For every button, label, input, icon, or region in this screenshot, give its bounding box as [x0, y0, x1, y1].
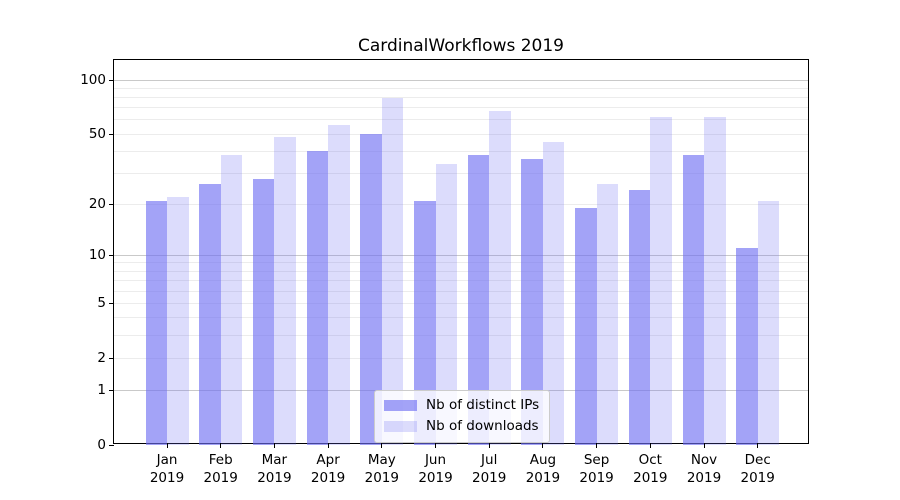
- x-tick-mark-mar: [273, 443, 275, 448]
- x-tick-label-jan: Jan 2019: [149, 452, 185, 486]
- y-tick-label-5: 5: [97, 294, 106, 311]
- x-tick-label-nov: Nov 2019: [686, 452, 722, 486]
- x-tick-mark-nov: [703, 443, 705, 448]
- y-tick-label-0: 0: [97, 436, 106, 453]
- y-tick-label-10: 10: [88, 246, 106, 263]
- x-tick-label-apr: Apr 2019: [310, 452, 346, 486]
- bar-nb-of-distinct-ips-apr: [306, 151, 329, 445]
- y-tick-mark-100: [109, 79, 114, 81]
- x-tick-label-jul: Jul 2019: [472, 452, 507, 486]
- legend-label-nb-of-downloads: Nb of downloads: [426, 418, 539, 434]
- bar-nb-of-distinct-ips-mar: [252, 178, 275, 445]
- y-tick-label-2: 2: [97, 349, 106, 366]
- bar-nb-of-downloads-dec: [757, 200, 780, 445]
- bar-nb-of-downloads-jul: [489, 111, 511, 445]
- gridline-y-20: [114, 203, 808, 205]
- bar-nb-of-distinct-ips-may: [360, 134, 382, 445]
- bar-nb-of-downloads-nov: [704, 117, 726, 445]
- legend-swatch-nb-of-distinct-ips: [384, 400, 417, 411]
- x-tick-label-mar: Mar 2019: [257, 452, 292, 486]
- y-tick-label-100: 100: [80, 71, 106, 88]
- x-tick-label-feb: Feb 2019: [203, 452, 238, 486]
- bar-nb-of-distinct-ips-jun: [414, 200, 436, 445]
- legend-item-nb-of-downloads: Nb of downloads: [384, 419, 539, 434]
- bar-nb-of-downloads-jun: [435, 163, 457, 445]
- gridline-y-90: [114, 87, 808, 89]
- x-tick-mark-jan: [166, 443, 168, 448]
- x-tick-mark-feb: [220, 443, 222, 448]
- bar-nb-of-distinct-ips-aug: [521, 159, 543, 445]
- bar-nb-of-downloads-may: [381, 98, 404, 445]
- legend-item-nb-of-distinct-ips: Nb of distinct IPs: [384, 398, 539, 413]
- x-tick-mark-sep: [596, 443, 598, 448]
- bar-nb-of-downloads-sep: [596, 184, 619, 445]
- gridline-y-2: [114, 357, 808, 359]
- y-tick-mark-1: [109, 389, 114, 391]
- gridline-y-10: [114, 254, 808, 256]
- gridline-y-4: [114, 317, 808, 319]
- gridline-y-6: [114, 290, 808, 292]
- bar-nb-of-downloads-mar: [274, 137, 296, 445]
- x-tick-label-dec: Dec 2019: [740, 452, 775, 486]
- gridline-y-9: [114, 262, 808, 264]
- y-tick-mark-0: [109, 444, 114, 446]
- legend: Nb of distinct IPs Nb of downloads: [374, 390, 551, 443]
- y-tick-label-50: 50: [88, 125, 106, 142]
- x-tick-mark-apr: [327, 443, 329, 448]
- gridline-y-30: [114, 172, 808, 174]
- legend-label-nb-of-distinct-ips: Nb of distinct IPs: [426, 397, 540, 413]
- gridline-y-100: [114, 79, 808, 81]
- y-tick-label-20: 20: [88, 195, 106, 212]
- x-tick-label-oct: Oct 2019: [633, 452, 668, 486]
- bar-nb-of-distinct-ips-jan: [145, 200, 167, 445]
- y-tick-mark-10: [109, 254, 114, 256]
- bar-nb-of-distinct-ips-sep: [575, 208, 597, 445]
- gridline-y-70: [114, 107, 808, 109]
- y-tick-mark-20: [109, 203, 114, 205]
- gridline-y-60: [114, 119, 808, 121]
- x-tick-mark-aug: [542, 443, 544, 448]
- y-tick-mark-50: [109, 133, 114, 135]
- gridline-y-3: [114, 334, 808, 336]
- bar-nb-of-downloads-apr: [328, 125, 350, 445]
- x-tick-mark-oct: [649, 443, 651, 448]
- gridline-y-7: [114, 280, 808, 282]
- x-tick-mark-may: [381, 443, 383, 448]
- bar-nb-of-distinct-ips-oct: [628, 190, 651, 445]
- x-tick-label-jun: Jun 2019: [418, 452, 453, 486]
- legend-swatch-nb-of-downloads: [384, 421, 417, 432]
- gridline-y-8: [114, 270, 808, 272]
- bar-nb-of-distinct-ips-nov: [682, 155, 704, 445]
- bar-nb-of-downloads-aug: [542, 142, 565, 445]
- y-tick-mark-2: [109, 357, 114, 359]
- gridline-y-80: [114, 96, 808, 98]
- bar-nb-of-distinct-ips-jul: [467, 155, 490, 445]
- bar-nb-of-downloads-oct: [650, 117, 672, 445]
- bar-nb-of-downloads-jan: [167, 197, 189, 445]
- y-tick-mark-5: [109, 302, 114, 304]
- bar-nb-of-downloads-feb: [220, 155, 243, 445]
- plot-area: 100 50 20 10 5 2 1 0 Jan 2019 Feb 2019 Mar 2019 Apr…: [80, 59, 809, 486]
- gridline-y-50: [114, 133, 808, 135]
- bar-nb-of-distinct-ips-dec: [736, 248, 758, 445]
- x-tick-label-may: May 2019: [364, 452, 399, 486]
- y-tick-label-1: 1: [97, 381, 106, 398]
- x-tick-mark-dec: [757, 443, 759, 448]
- x-tick-label-sep: Sep 2019: [579, 452, 614, 486]
- chart-title: CardinalWorkflows 2019: [358, 36, 564, 56]
- gridline-y-5: [114, 302, 808, 304]
- x-tick-label-aug: Aug 2019: [525, 452, 561, 486]
- bar-nb-of-distinct-ips-feb: [199, 184, 221, 445]
- x-tick-mark-jul: [488, 443, 490, 448]
- x-tick-mark-jun: [435, 443, 436, 448]
- gridline-y-40: [114, 150, 808, 152]
